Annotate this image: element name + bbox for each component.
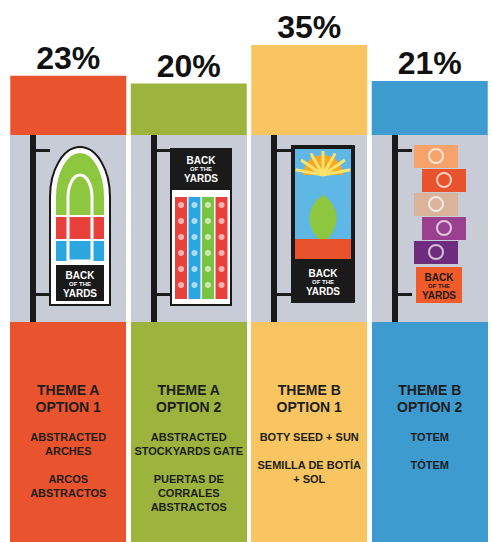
svg-text:35%: 35% (277, 9, 341, 45)
svg-text:BACK: BACK (66, 270, 96, 281)
svg-text:21%: 21% (398, 45, 462, 81)
html-text:ARCOS ABSTRACTOS: ARCOS ABSTRACTOS (30, 473, 107, 499)
svg-text:OF THE: OF THE (312, 279, 334, 285)
html-text:SEMILLA DE BOTÍA + SOL: SEMILLA DE BOTÍA + SOL (257, 459, 361, 485)
html-text:THEME B: THEME B (398, 382, 462, 398)
html-text:THEME A: THEME A (157, 382, 220, 398)
svg-text:OF THE: OF THE (190, 166, 212, 172)
html-text:OPTION 2: OPTION 2 (156, 399, 222, 415)
html-text:PUERTAS DE CORRALES ABSTRACTOS: PUERTAS DE CORRALES ABSTRACTOS (150, 473, 227, 513)
html-text:ABSTRACTED STOCKYARDS GATE: ABSTRACTED STOCKYARDS GATE (134, 431, 243, 457)
svg-text:BACK: BACK (186, 155, 216, 166)
html-text:OPTION 1: OPTION 1 (276, 399, 342, 415)
svg-text:YARDS: YARDS (422, 290, 456, 301)
html-text:OPTION 2: OPTION 2 (397, 399, 463, 415)
svg-text:23%: 23% (36, 40, 100, 76)
html-text:TOTEM: TOTEM (410, 431, 449, 443)
html-text:THEME B: THEME B (277, 382, 341, 398)
html-text:TÓTEM: TÓTEM (410, 459, 449, 471)
svg-text:OF THE: OF THE (428, 283, 450, 289)
html-text:THEME A: THEME A (37, 382, 100, 398)
svg-text:YARDS: YARDS (63, 288, 97, 299)
html-text:BOTY SEED + SUN: BOTY SEED + SUN (259, 431, 359, 443)
svg-text:BACK: BACK (309, 268, 339, 279)
html-text:OPTION 1: OPTION 1 (35, 399, 101, 415)
svg-text:20%: 20% (157, 48, 221, 84)
svg-text:YARDS: YARDS (184, 173, 218, 184)
svg-text:OF THE: OF THE (69, 281, 91, 287)
html-text:ABSTRACTED ARCHES: ABSTRACTED ARCHES (30, 431, 107, 457)
svg-text:BACK: BACK (424, 272, 454, 283)
svg-text:YARDS: YARDS (306, 286, 340, 297)
